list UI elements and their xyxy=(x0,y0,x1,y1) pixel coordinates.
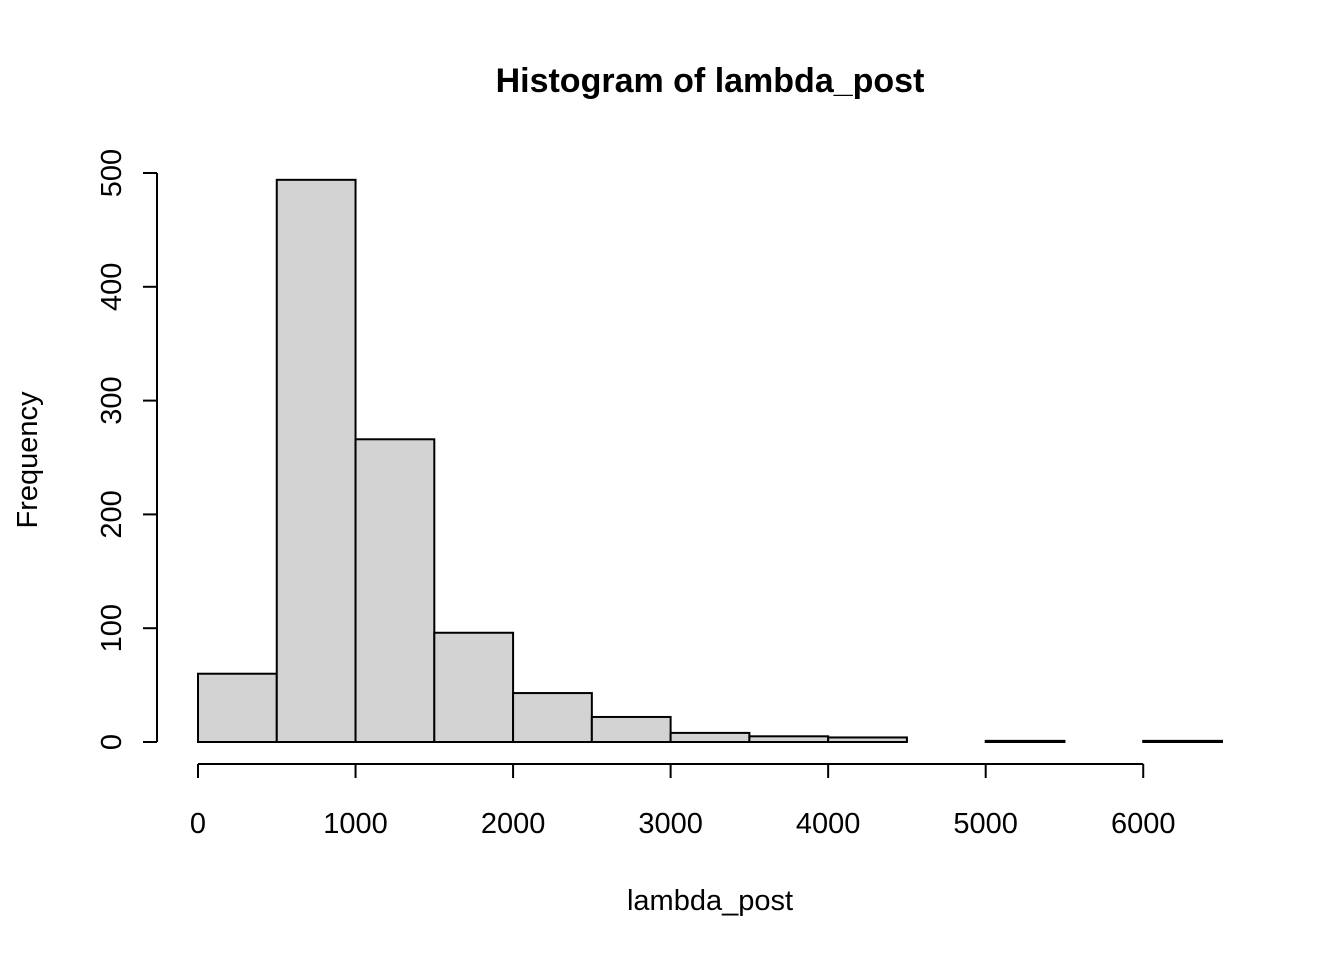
y-axis: 0 100 200 300 400 500 xyxy=(96,149,158,750)
y-tick-label: 300 xyxy=(96,376,128,424)
y-axis-label: Frequency xyxy=(12,391,44,529)
x-axis: 0 1000 2000 3000 4000 5000 6000 xyxy=(190,763,1176,840)
histogram-bar xyxy=(748,735,830,743)
y-tick-label: 400 xyxy=(96,263,128,311)
x-tick-label: 6000 xyxy=(1111,808,1176,840)
histogram-bar xyxy=(354,438,436,743)
x-tick-label: 2000 xyxy=(481,808,546,840)
histogram-bar xyxy=(590,715,672,743)
x-tick-label: 4000 xyxy=(796,808,861,840)
y-tick-label: 200 xyxy=(96,490,128,538)
x-axis-label: lambda_post xyxy=(627,885,793,917)
histogram-bar xyxy=(827,736,908,743)
bars-group xyxy=(197,178,1223,744)
x-tick-label: 5000 xyxy=(953,808,1018,840)
histogram-bar xyxy=(197,672,278,743)
x-tick-label: 0 xyxy=(190,808,206,840)
y-tick-label: 0 xyxy=(96,734,128,750)
x-tick-label: 3000 xyxy=(638,808,703,840)
histogram-bar xyxy=(512,692,593,743)
x-tick-label: 1000 xyxy=(323,808,388,840)
histogram-bar xyxy=(1142,739,1223,743)
histogram-bar xyxy=(433,631,515,744)
histogram-bar xyxy=(669,731,751,743)
histogram-bar xyxy=(984,739,1066,743)
y-tick-label: 100 xyxy=(96,604,128,652)
histogram-bar xyxy=(275,178,357,743)
chart-title: Histogram of lambda_post xyxy=(496,62,925,100)
y-tick-label: 500 xyxy=(96,149,128,197)
